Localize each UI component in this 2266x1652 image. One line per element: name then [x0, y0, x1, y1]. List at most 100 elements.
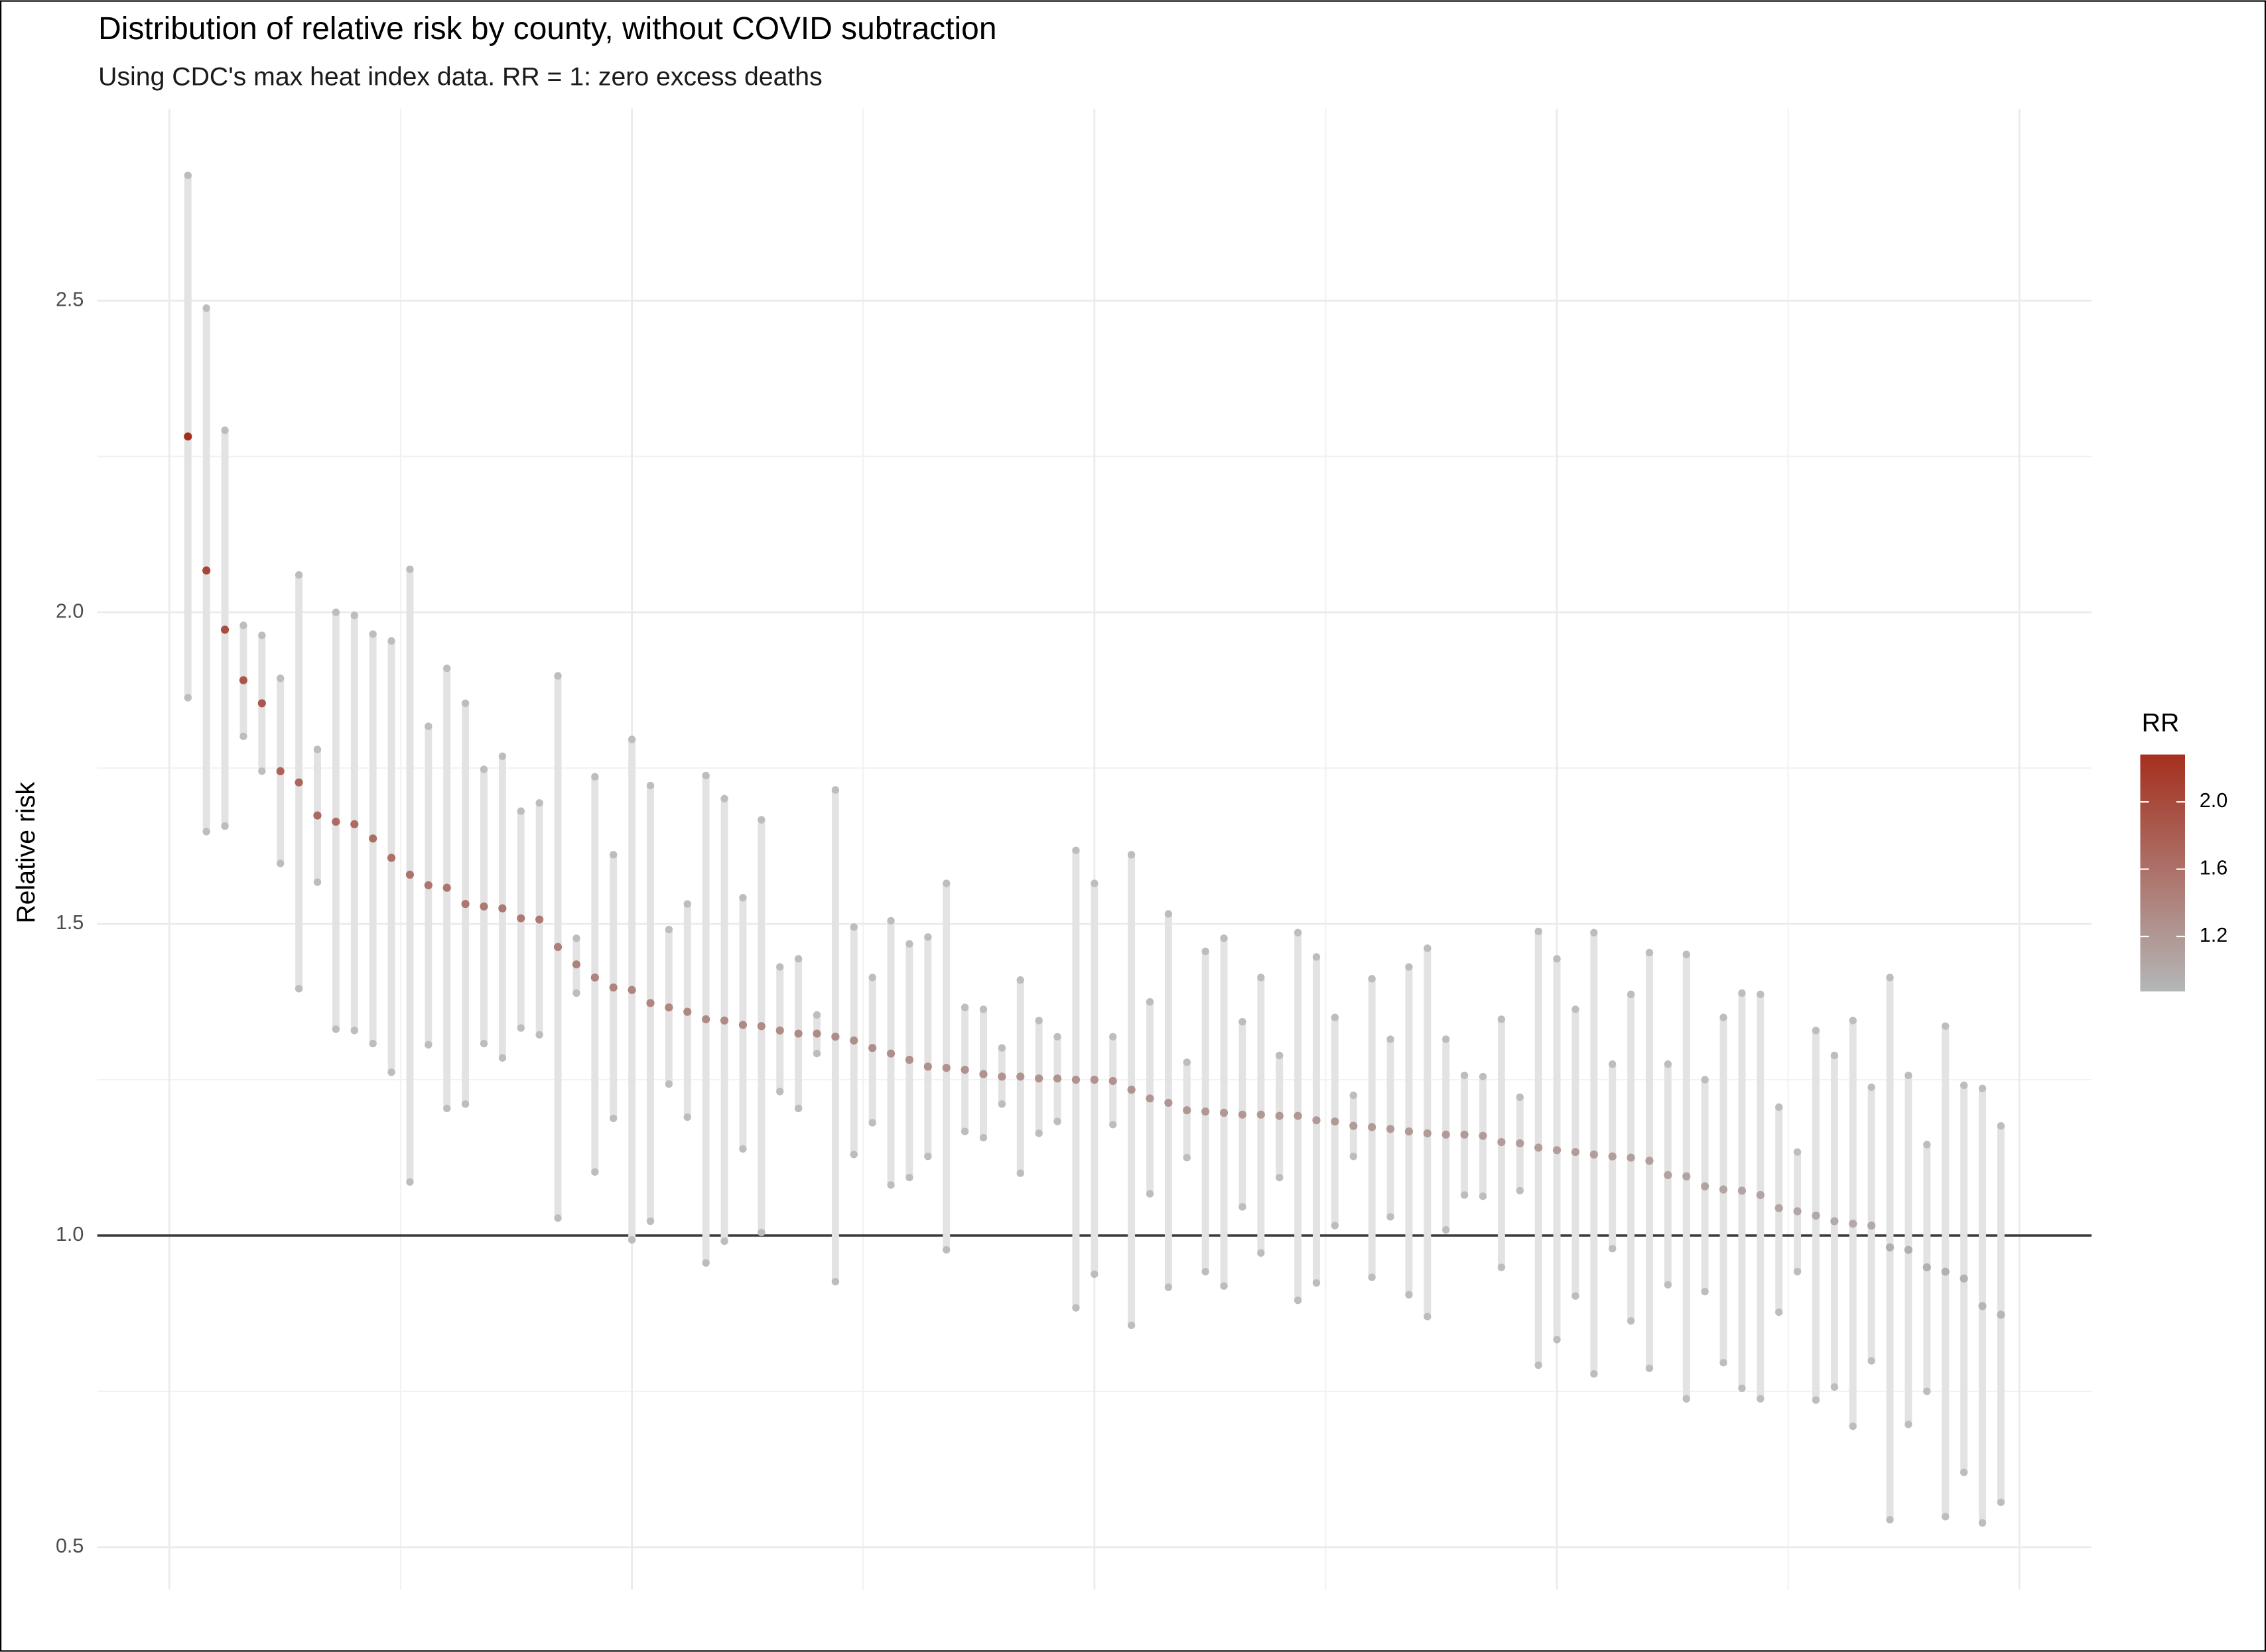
upper-point — [480, 765, 488, 773]
upper-point — [1091, 879, 1099, 887]
upper-point — [461, 699, 470, 708]
upper-point — [1867, 1083, 1875, 1092]
estimate-point — [442, 883, 451, 892]
estimate-point — [1016, 1072, 1025, 1081]
lower-point — [535, 1031, 543, 1039]
estimate-point — [1441, 1130, 1450, 1139]
estimate-point — [313, 811, 322, 820]
upper-point — [1220, 934, 1228, 942]
lower-point — [221, 822, 229, 830]
estimate-point — [1294, 1112, 1302, 1120]
estimate-point — [535, 915, 544, 924]
upper-point — [720, 794, 728, 802]
lower-point — [369, 1039, 377, 1048]
lower-point — [943, 1246, 951, 1254]
estimate-point — [1719, 1185, 1728, 1194]
upper-point — [1331, 1013, 1339, 1021]
upper-point — [1424, 944, 1432, 952]
upper-point — [443, 665, 451, 672]
colorbar — [2140, 754, 2185, 991]
lower-point — [1405, 1291, 1413, 1299]
estimate-point — [1904, 1245, 1913, 1254]
estimate-point — [905, 1055, 914, 1064]
estimate-point — [239, 676, 248, 684]
lower-point — [425, 1041, 433, 1049]
upper-point — [1609, 1060, 1617, 1068]
upper-point — [868, 974, 876, 982]
lower-point — [517, 1024, 525, 1032]
lower-point — [1479, 1192, 1487, 1200]
lower-point — [1220, 1282, 1228, 1290]
upper-point — [1164, 910, 1173, 918]
estimate-point — [757, 1022, 766, 1031]
lower-point — [794, 1104, 803, 1112]
lower-point — [628, 1236, 636, 1244]
upper-point — [1257, 974, 1265, 982]
estimate-point — [794, 1029, 803, 1038]
upper-point — [1312, 953, 1321, 961]
estimate-point — [1682, 1172, 1691, 1180]
estimate-point — [1349, 1121, 1358, 1130]
estimate-point — [1627, 1153, 1635, 1162]
upper-point — [1701, 1076, 1709, 1084]
lower-point — [887, 1181, 895, 1189]
y-tick-label: 2.5 — [56, 288, 84, 310]
lower-point — [1942, 1513, 1950, 1521]
estimate-point — [665, 1003, 673, 1012]
upper-point — [1719, 1013, 1727, 1021]
lower-point — [202, 828, 210, 836]
lower-point — [979, 1133, 988, 1142]
upper-point — [1053, 1033, 1061, 1041]
estimate-point — [942, 1064, 951, 1072]
upper-point — [591, 773, 599, 781]
estimate-point — [813, 1029, 821, 1038]
lower-point — [313, 878, 322, 886]
upper-point — [517, 807, 525, 815]
lower-point — [1257, 1249, 1265, 1257]
lower-point — [350, 1027, 358, 1035]
lower-point — [239, 732, 247, 740]
upper-point — [1571, 1005, 1579, 1013]
estimate-point — [1090, 1075, 1099, 1084]
lower-point — [646, 1217, 655, 1226]
upper-point — [739, 893, 747, 902]
lower-point — [1312, 1279, 1321, 1287]
upper-point — [813, 1011, 821, 1019]
lower-point — [1867, 1357, 1875, 1365]
lower-point — [1757, 1395, 1765, 1403]
upper-point — [702, 771, 710, 780]
upper-point — [1627, 990, 1635, 999]
lower-point — [1609, 1245, 1617, 1253]
estimate-point — [1035, 1074, 1043, 1083]
estimate-point — [1164, 1098, 1173, 1107]
estimate-point — [1219, 1108, 1229, 1117]
estimate-point — [1183, 1106, 1191, 1115]
estimate-point — [1368, 1123, 1376, 1131]
lower-point — [1627, 1317, 1635, 1325]
estimate-point — [1146, 1094, 1154, 1103]
estimate-point — [1589, 1150, 1598, 1159]
upper-point — [776, 963, 784, 971]
upper-point — [998, 1044, 1006, 1052]
upper-point — [1960, 1081, 1968, 1090]
upper-point — [1442, 1035, 1450, 1043]
estimate-point — [1849, 1220, 1857, 1228]
upper-point — [332, 608, 340, 616]
estimate-point — [572, 960, 581, 969]
estimate-point — [387, 854, 396, 862]
lower-point — [961, 1127, 969, 1135]
lower-point — [1849, 1422, 1857, 1430]
y-tick-label: 1.5 — [56, 911, 84, 934]
upper-point — [277, 674, 285, 682]
lower-point — [1719, 1359, 1727, 1367]
estimate-point — [1479, 1131, 1487, 1140]
upper-point — [1830, 1051, 1839, 1060]
lower-point — [1183, 1153, 1191, 1162]
lower-point — [1146, 1190, 1154, 1198]
estimate-point — [1645, 1157, 1654, 1165]
upper-point — [1386, 1035, 1394, 1043]
legend-tick-label: 1.6 — [2200, 857, 2228, 879]
estimate-point — [1386, 1125, 1395, 1133]
upper-point — [202, 304, 210, 312]
